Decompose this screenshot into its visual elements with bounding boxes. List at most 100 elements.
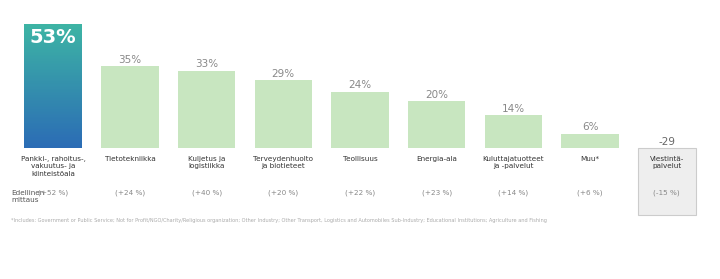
Text: 14%: 14% — [502, 104, 525, 114]
Bar — [331, 92, 389, 148]
Bar — [24, 109, 82, 110]
Bar — [24, 64, 82, 66]
Bar — [24, 112, 82, 114]
Bar — [24, 53, 82, 55]
Bar — [24, 38, 82, 39]
Bar — [24, 55, 82, 56]
Bar — [24, 50, 82, 52]
Text: Edellinen
mittaus: Edellinen mittaus — [11, 190, 45, 203]
Bar — [24, 98, 82, 100]
Bar — [24, 24, 82, 25]
Bar — [24, 30, 82, 32]
Bar — [24, 59, 82, 61]
Bar — [24, 69, 82, 70]
Bar — [24, 76, 82, 78]
Bar — [24, 107, 82, 109]
Bar — [24, 25, 82, 27]
Bar — [24, 89, 82, 90]
Bar — [24, 92, 82, 93]
Bar — [178, 71, 235, 148]
Bar — [24, 62, 82, 64]
Bar — [24, 67, 82, 69]
Text: Teollisuus: Teollisuus — [343, 156, 377, 162]
Bar — [24, 110, 82, 112]
Text: (+52 %): (+52 %) — [38, 190, 68, 196]
Text: (+23 %): (+23 %) — [422, 190, 451, 196]
Text: Terveydenhuolto
ja biotieteet: Terveydenhuolto ja biotieteet — [253, 156, 313, 169]
Bar — [24, 83, 82, 84]
Bar — [24, 52, 82, 53]
Text: 6%: 6% — [582, 122, 598, 133]
Bar — [24, 93, 82, 95]
Bar — [101, 66, 158, 148]
Bar — [24, 86, 82, 87]
Bar — [24, 58, 82, 59]
Bar — [562, 134, 619, 148]
Bar — [24, 140, 82, 141]
Bar — [24, 146, 82, 148]
Bar — [24, 28, 82, 30]
Bar — [24, 115, 82, 117]
Text: Viestintä-
palvelut: Viestintä- palvelut — [649, 156, 684, 169]
Text: (+40 %): (+40 %) — [192, 190, 222, 196]
Text: *Includes: Government or Public Service; Not for Profit/NGO/Charity/Religious or: *Includes: Government or Public Service;… — [11, 218, 547, 223]
Text: 29%: 29% — [271, 69, 295, 79]
Bar — [24, 95, 82, 97]
Bar — [24, 33, 82, 35]
Bar — [24, 73, 82, 75]
Text: 24%: 24% — [348, 80, 372, 90]
Bar — [24, 120, 82, 121]
Bar — [24, 100, 82, 101]
Bar — [24, 97, 82, 98]
Bar — [24, 143, 82, 145]
Bar — [24, 126, 82, 128]
Bar — [24, 138, 82, 140]
Bar — [24, 78, 82, 80]
Bar — [24, 45, 82, 47]
Bar — [24, 32, 82, 33]
Bar — [24, 141, 82, 143]
Text: (+22 %): (+22 %) — [345, 190, 375, 196]
Bar — [24, 42, 82, 44]
Bar — [24, 44, 82, 45]
Bar — [24, 72, 82, 73]
Text: (+20 %): (+20 %) — [269, 190, 298, 196]
Text: 20%: 20% — [426, 90, 448, 100]
Text: (+14 %): (+14 %) — [498, 190, 528, 196]
Bar — [24, 134, 82, 135]
Text: Pankki-, rahoitus-,
vakuutus- ja
kiinteistöala: Pankki-, rahoitus-, vakuutus- ja kiintei… — [21, 156, 86, 177]
Text: Kuluttajatuotteet
ja -palvelut: Kuluttajatuotteet ja -palvelut — [482, 156, 544, 169]
Bar — [24, 41, 82, 42]
Bar — [24, 129, 82, 131]
Text: (+24 %): (+24 %) — [115, 190, 145, 196]
Text: 53%: 53% — [30, 28, 76, 47]
Text: Energia-ala: Energia-ala — [416, 156, 457, 162]
Bar — [24, 131, 82, 132]
Bar — [24, 121, 82, 123]
Bar — [24, 27, 82, 28]
Bar — [24, 103, 82, 104]
Bar — [24, 90, 82, 92]
Bar — [24, 39, 82, 41]
Bar — [24, 135, 82, 137]
Text: -29: -29 — [658, 136, 675, 146]
Bar — [24, 145, 82, 146]
Bar — [24, 128, 82, 129]
Text: Tietotekniikka: Tietotekniikka — [104, 156, 156, 162]
Bar — [24, 70, 82, 72]
Bar — [24, 61, 82, 62]
Bar — [24, 81, 82, 83]
Bar — [24, 132, 82, 134]
Bar — [24, 87, 82, 89]
Bar — [24, 137, 82, 138]
Bar — [24, 124, 82, 126]
Bar — [24, 49, 82, 50]
Bar — [24, 47, 82, 49]
Text: Kuljetus ja
logistiikka: Kuljetus ja logistiikka — [188, 156, 225, 169]
Bar — [24, 35, 82, 36]
Bar — [408, 101, 465, 148]
Bar — [24, 117, 82, 118]
Bar — [24, 75, 82, 76]
Bar — [24, 36, 82, 38]
Bar — [638, 148, 696, 215]
